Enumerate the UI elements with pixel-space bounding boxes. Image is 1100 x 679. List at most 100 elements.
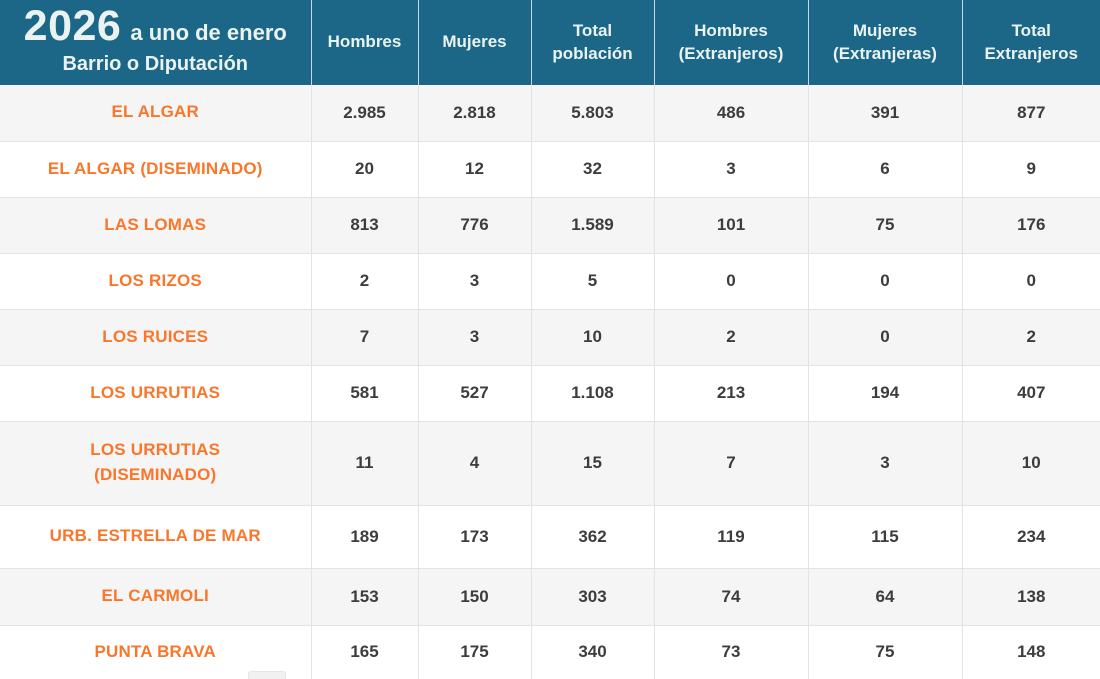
column-header-label: Hombres bbox=[327, 32, 402, 52]
cell-hombres: 165 bbox=[311, 624, 419, 679]
column-header-label: Total bbox=[1011, 21, 1051, 41]
cell-total-extranjeros: 2 bbox=[962, 308, 1100, 365]
cell-mujeres-extranjeras: 391 bbox=[808, 85, 963, 141]
cell-total-poblacion: 10 bbox=[531, 308, 655, 365]
cell-hombres: 11 bbox=[311, 420, 419, 505]
table-row-el-algar: EL ALGAR 2.985 2.818 5.803 486 391 877 bbox=[0, 85, 1100, 141]
barrio-name: LOS RIZOS bbox=[0, 252, 312, 309]
cell-mujeres: 776 bbox=[418, 196, 532, 253]
year-suffix-label: a uno de enero bbox=[130, 20, 287, 46]
column-header-label: (Extranjeras) bbox=[833, 43, 937, 63]
cell-hombres: 813 bbox=[311, 196, 419, 253]
cell-hombres: 20 bbox=[311, 140, 419, 197]
cell-mujeres: 4 bbox=[418, 420, 532, 505]
cell-mujeres-extranjeras: 0 bbox=[808, 308, 963, 365]
column-header-total-poblacion: Total población bbox=[531, 0, 655, 85]
cell-mujeres-extranjeras: 3 bbox=[808, 420, 963, 505]
table-row-el-algar-diseminado: EL ALGAR (DISEMINADO) 20 12 32 3 6 9 bbox=[0, 140, 1100, 197]
column-header-label: Mujeres bbox=[852, 21, 918, 41]
cell-mujeres: 3 bbox=[418, 308, 532, 365]
table-row-los-urrutias-diseminado: LOS URRUTIAS (DISEMINADO) 11 4 15 7 3 10 bbox=[0, 420, 1100, 505]
barrio-name: LOS URRUTIAS (DISEMINADO) bbox=[0, 420, 312, 505]
cell-mujeres: 12 bbox=[418, 140, 532, 197]
cell-mujeres-extranjeras: 64 bbox=[808, 567, 963, 625]
table-row-los-ruices: LOS RUICES 7 3 10 2 0 2 bbox=[0, 308, 1100, 365]
table-header: 2026 a uno de enero Barrio o Diputación H… bbox=[0, 0, 1100, 85]
table-row-urb-estrella-de-mar: URB. ESTRELLA DE MAR 189 173 362 119 115… bbox=[0, 504, 1100, 568]
cell-total-extranjeros: 0 bbox=[962, 252, 1100, 309]
title-year-line: 2026 a uno de enero bbox=[8, 4, 303, 49]
column-header-label: Total bbox=[572, 21, 613, 41]
table-row-los-urrutias: LOS URRUTIAS 581 527 1.108 213 194 407 bbox=[0, 364, 1100, 421]
cell-hombres-extranjeros: 3 bbox=[654, 140, 809, 197]
header-row: 2026 a uno de enero Barrio o Diputación H… bbox=[0, 0, 1100, 85]
cell-total-poblacion: 303 bbox=[531, 567, 655, 625]
cell-total-poblacion: 32 bbox=[531, 140, 655, 197]
column-header-label: Hombres bbox=[694, 21, 768, 41]
column-header-label: Mujeres bbox=[442, 32, 507, 52]
cell-total-extranjeros: 877 bbox=[962, 85, 1100, 141]
cell-mujeres-extranjeras: 75 bbox=[808, 196, 963, 253]
cell-hombres: 2 bbox=[311, 252, 419, 309]
cell-hombres-extranjeros: 74 bbox=[654, 567, 809, 625]
cell-hombres: 189 bbox=[311, 504, 419, 568]
cell-total-extranjeros: 10 bbox=[962, 420, 1100, 505]
cell-mujeres-extranjeras: 115 bbox=[808, 504, 963, 568]
cell-mujeres: 3 bbox=[418, 252, 532, 309]
cell-total-extranjeros: 234 bbox=[962, 504, 1100, 568]
barrio-name: EL ALGAR (DISEMINADO) bbox=[0, 140, 312, 197]
table-row-los-rizos: LOS RIZOS 2 3 5 0 0 0 bbox=[0, 252, 1100, 309]
cell-hombres-extranjeros: 7 bbox=[654, 420, 809, 505]
barrio-name: LOS URRUTIAS bbox=[0, 364, 312, 421]
header-title-cell: 2026 a uno de enero Barrio o Diputación bbox=[0, 0, 312, 85]
cell-mujeres-extranjeras: 6 bbox=[808, 140, 963, 197]
cell-mujeres: 2.818 bbox=[418, 85, 532, 141]
table-row-punta-brava: PUNTA BRAVA 165 175 340 73 75 148 bbox=[0, 624, 1100, 679]
barrio-name: URB. ESTRELLA DE MAR bbox=[0, 504, 312, 568]
table-body: EL ALGAR 2.985 2.818 5.803 486 391 877 E… bbox=[0, 85, 1100, 679]
cell-hombres: 2.985 bbox=[311, 85, 419, 141]
cell-total-poblacion: 5.803 bbox=[531, 85, 655, 141]
cell-mujeres-extranjeras: 194 bbox=[808, 364, 963, 421]
table-row-el-carmoli: EL CARMOLI 153 150 303 74 64 138 bbox=[0, 567, 1100, 625]
column-header-total-extranjeros: Total Extranjeros bbox=[962, 0, 1100, 85]
cell-total-extranjeros: 9 bbox=[962, 140, 1100, 197]
cell-mujeres: 175 bbox=[418, 624, 532, 679]
cell-hombres-extranjeros: 213 bbox=[654, 364, 809, 421]
cell-total-poblacion: 1.108 bbox=[531, 364, 655, 421]
cell-hombres-extranjeros: 486 bbox=[654, 85, 809, 141]
column-header-label: población bbox=[552, 43, 633, 63]
first-column-header: Barrio o Diputación bbox=[62, 52, 249, 75]
barrio-name: LAS LOMAS bbox=[0, 196, 312, 253]
cell-hombres: 153 bbox=[311, 567, 419, 625]
barrio-name: EL ALGAR bbox=[0, 85, 312, 141]
cell-total-poblacion: 5 bbox=[531, 252, 655, 309]
cell-mujeres: 150 bbox=[418, 567, 532, 625]
column-header-label: Extranjeros bbox=[984, 43, 1079, 63]
cell-mujeres: 527 bbox=[418, 364, 532, 421]
column-header-mujeres: Mujeres bbox=[418, 0, 532, 85]
cell-hombres-extranjeros: 101 bbox=[654, 196, 809, 253]
cell-total-poblacion: 362 bbox=[531, 504, 655, 568]
cell-mujeres-extranjeras: 75 bbox=[808, 624, 963, 679]
cell-total-extranjeros: 148 bbox=[962, 624, 1100, 679]
barrio-name: LOS RUICES bbox=[0, 308, 312, 365]
cell-hombres-extranjeros: 73 bbox=[654, 624, 809, 679]
cell-total-poblacion: 15 bbox=[531, 420, 655, 505]
cell-mujeres-extranjeras: 0 bbox=[808, 252, 963, 309]
cell-total-extranjeros: 176 bbox=[962, 196, 1100, 253]
cell-hombres: 7 bbox=[311, 308, 419, 365]
cell-total-poblacion: 340 bbox=[531, 624, 655, 679]
cell-total-extranjeros: 407 bbox=[962, 364, 1100, 421]
column-header-hombres-extranjeros: Hombres (Extranjeros) bbox=[654, 0, 809, 85]
column-header-hombres: Hombres bbox=[311, 0, 419, 85]
barrio-name: EL CARMOLI bbox=[0, 567, 312, 625]
column-header-mujeres-extranjeras: Mujeres (Extranjeras) bbox=[808, 0, 963, 85]
cell-total-poblacion: 1.589 bbox=[531, 196, 655, 253]
cell-total-extranjeros: 138 bbox=[962, 567, 1100, 625]
partially-visible-widget bbox=[248, 671, 286, 679]
year-label: 2026 bbox=[23, 2, 122, 51]
table-row-las-lomas: LAS LOMAS 813 776 1.589 101 75 176 bbox=[0, 196, 1100, 253]
